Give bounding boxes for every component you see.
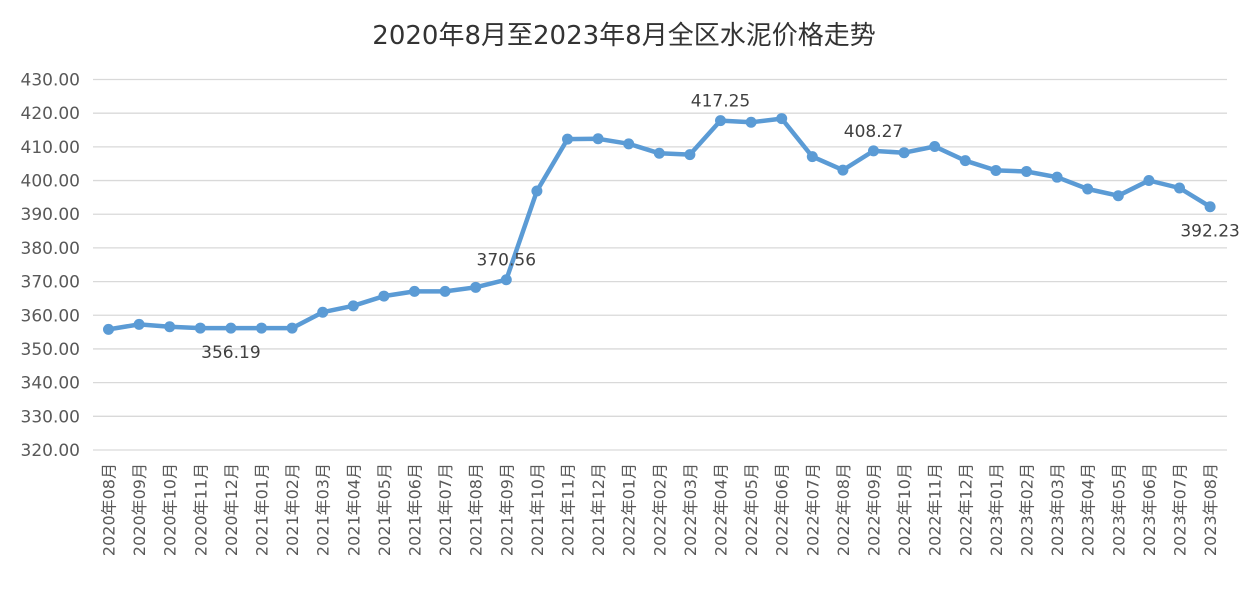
data-point	[256, 322, 267, 334]
data-point	[990, 164, 1002, 176]
data-point	[929, 141, 941, 153]
x-tick-label: 2022年04月	[712, 463, 731, 556]
data-point	[347, 300, 359, 312]
data-point	[959, 155, 971, 167]
data-point	[745, 116, 757, 128]
data-point	[409, 285, 420, 297]
x-tick-label: 2021年02月	[283, 463, 302, 556]
data-point	[806, 151, 818, 163]
data-point	[164, 321, 176, 333]
data-point	[868, 145, 879, 157]
data-point	[470, 281, 482, 293]
data-point	[286, 322, 298, 334]
x-tick-label: 2022年09月	[865, 463, 884, 556]
data-point	[133, 318, 145, 330]
y-tick-label: 430.00	[21, 71, 80, 91]
y-tick-label: 390.00	[21, 205, 80, 225]
x-tick-label: 2023年08月	[1201, 463, 1220, 556]
data-point	[378, 290, 390, 302]
data-point	[1082, 183, 1094, 195]
data-point	[562, 133, 573, 145]
data-point	[684, 149, 696, 161]
data-label: 370.56	[477, 251, 536, 271]
data-point	[317, 306, 329, 318]
x-tick-label: 2021年09月	[497, 463, 516, 556]
series-price	[103, 113, 1216, 335]
x-tick-label: 2020年10月	[161, 463, 180, 556]
data-point	[1021, 165, 1032, 177]
x-tick-label: 2023年07月	[1171, 463, 1190, 556]
x-tick-label: 2021年03月	[314, 463, 333, 556]
data-point	[776, 113, 788, 125]
x-tick-label: 2023年02月	[1018, 463, 1037, 556]
y-tick-label: 380.00	[21, 239, 80, 259]
x-tick-label: 2023年05月	[1109, 463, 1128, 556]
x-tick-label: 2021年08月	[467, 463, 486, 556]
data-point	[715, 115, 726, 127]
x-tick-label: 2020年09月	[130, 463, 149, 556]
x-tick-label: 2021年04月	[344, 463, 363, 556]
y-tick-label: 350.00	[21, 340, 80, 360]
x-tick-label: 2022年08月	[834, 463, 853, 556]
x-axis-ticks: 2020年08月 2020年09月 2020年10月 2020年11月 2020年12月…	[100, 463, 1221, 556]
data-point	[439, 285, 451, 297]
x-tick-label: 2021年10月	[528, 463, 547, 556]
y-tick-label: 340.00	[21, 374, 80, 394]
y-tick-label: 330.00	[21, 407, 80, 427]
y-tick-label: 370.00	[21, 273, 80, 293]
data-point	[500, 274, 512, 286]
data-point	[1204, 201, 1216, 213]
x-tick-label: 2022年10月	[895, 463, 914, 556]
x-tick-label: 2021年01月	[253, 463, 272, 556]
x-tick-label: 2022年02月	[650, 463, 669, 556]
x-tick-label: 2022年01月	[620, 463, 639, 556]
x-tick-label: 2023年06月	[1140, 463, 1159, 556]
data-labels: 356.19 370.56 417.25 408.27 392.23	[201, 92, 1240, 364]
data-point	[837, 164, 849, 176]
chart-title: 2020年8月至2023年8月全区水泥价格走势	[372, 21, 875, 51]
data-point	[898, 147, 910, 159]
x-tick-label: 2020年12月	[222, 463, 241, 556]
x-tick-label: 2022年05月	[742, 463, 761, 556]
data-point	[531, 185, 543, 197]
data-label: 392.23	[1180, 222, 1239, 242]
x-tick-label: 2022年07月	[803, 463, 822, 556]
data-point	[592, 133, 604, 145]
data-point	[194, 322, 206, 334]
y-tick-label: 410.00	[21, 138, 80, 158]
data-label: 356.19	[201, 343, 260, 363]
x-tick-label: 2022年06月	[773, 463, 792, 556]
data-point	[1051, 171, 1063, 183]
data-label: 417.25	[691, 92, 750, 112]
x-tick-label: 2022年03月	[681, 463, 700, 556]
x-tick-label: 2021年12月	[589, 463, 608, 556]
x-tick-label: 2022年12月	[956, 463, 975, 556]
x-tick-label: 2023年04月	[1079, 463, 1098, 556]
data-point	[103, 323, 114, 335]
data-point	[653, 147, 665, 159]
data-point	[1143, 175, 1155, 187]
x-tick-label: 2023年01月	[987, 463, 1006, 556]
x-tick-label: 2020年08月	[100, 463, 119, 556]
x-tick-label: 2021年11月	[559, 463, 578, 556]
x-tick-label: 2021年07月	[436, 463, 455, 556]
data-point	[225, 322, 237, 334]
x-tick-label: 2021年05月	[375, 463, 394, 556]
y-tick-label: 320.00	[21, 441, 80, 461]
data-point	[623, 138, 635, 150]
grid-layer	[93, 78, 1227, 451]
x-tick-label: 2023年03月	[1048, 463, 1067, 556]
y-axis-ticks: 320.00 330.00 340.00 350.00 360.00 370.00 380.…	[21, 71, 80, 462]
y-tick-label: 400.00	[21, 172, 80, 192]
y-tick-label: 420.00	[21, 104, 80, 124]
x-tick-label: 2020年11月	[191, 463, 210, 556]
data-label: 408.27	[844, 122, 903, 142]
data-point	[1174, 182, 1185, 194]
data-point	[1112, 190, 1124, 202]
x-tick-label: 2022年11月	[926, 463, 945, 556]
x-tick-label: 2021年06月	[406, 463, 425, 556]
y-tick-label: 360.00	[21, 306, 80, 326]
